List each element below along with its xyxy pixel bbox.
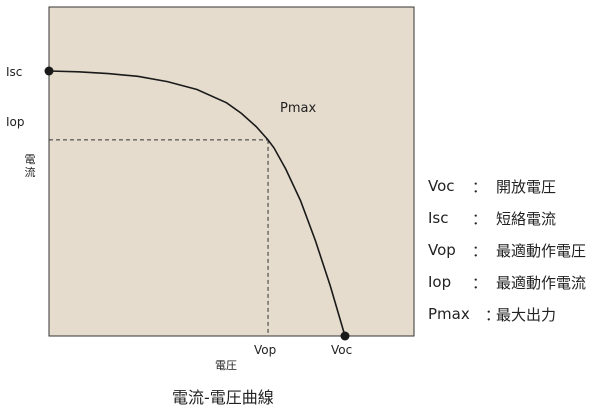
legend-key: Iop: [428, 273, 452, 291]
isc-point: [44, 66, 54, 76]
legend-item: Iop ： 最適動作電流: [428, 266, 586, 298]
legend-key: Pmax: [428, 305, 470, 323]
y-tick-iop: Iop: [6, 115, 25, 129]
pmax-annotation: Pmax: [280, 101, 316, 116]
y-axis-label-char: 電: [24, 153, 36, 166]
legend-item: Voc ： 開放電圧: [428, 170, 586, 202]
legend-separator: ：: [472, 177, 488, 196]
voc-point: [340, 331, 350, 341]
legend-item: Vop ： 最適動作電圧: [428, 234, 586, 266]
chart-caption: 電流-電圧曲線: [172, 388, 274, 407]
legend: Voc ： 開放電圧 Isc ： 短絡電流 Vop ： 最適動作電圧 Iop ：…: [428, 170, 586, 330]
x-tick-voc: Voc: [331, 343, 352, 357]
legend-description: 最適動作電圧: [496, 241, 587, 260]
legend-key: Vop: [428, 241, 456, 259]
legend-description: 最適動作電流: [496, 273, 587, 292]
y-tick-isc: Isc: [6, 65, 22, 79]
legend-separator: ：: [472, 273, 488, 292]
y-axis-label-char: 流: [24, 166, 36, 179]
legend-item: Isc ： 短絡電流: [428, 202, 586, 234]
legend-separator: ：: [485, 305, 501, 324]
legend-key: Isc: [428, 209, 449, 227]
y-axis-label: 電 流: [20, 153, 40, 179]
legend-description: 開放電圧: [496, 177, 557, 196]
legend-description: 最大出力: [496, 305, 557, 324]
iv-curve-line: [48, 70, 346, 337]
x-tick-vop: Vop: [254, 343, 276, 357]
legend-description: 短絡電流: [496, 209, 557, 228]
x-axis-label: 電圧: [215, 359, 237, 372]
legend-separator: ：: [472, 209, 488, 228]
legend-item: Pmax ： 最大出力: [428, 298, 586, 330]
legend-separator: ：: [472, 241, 488, 260]
legend-key: Voc: [428, 177, 455, 195]
plot-area: [48, 6, 415, 337]
